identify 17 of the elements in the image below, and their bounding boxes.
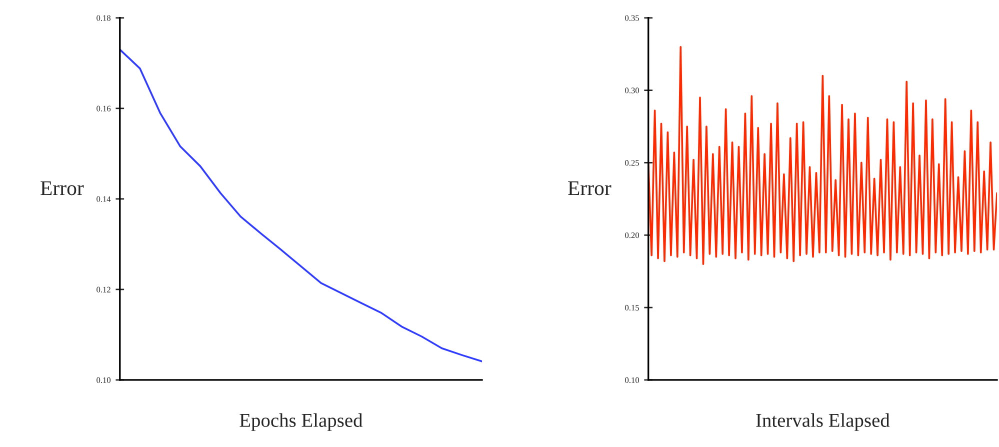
y-axis-title: Error <box>568 181 612 196</box>
line-series <box>120 48 482 362</box>
y-tick-label: 0.10 <box>96 377 111 383</box>
x-axis-title: Intervals Elapsed <box>756 413 890 431</box>
y-tick-label: 0.20 <box>625 232 640 238</box>
y-axis-title: Error <box>40 181 84 196</box>
y-tick-label: 0.14 <box>96 196 111 202</box>
y-tick-label: 0.15 <box>625 304 639 311</box>
y-tick-label: 0.35 <box>625 15 639 21</box>
y-tick-label: 0.16 <box>96 106 111 112</box>
y-tick-label: 0.30 <box>625 88 640 94</box>
y-tick-label: 0.18 <box>96 15 111 21</box>
y-tick-label: 0.12 <box>96 286 110 292</box>
x-axis-title: Epochs Elapsed <box>240 413 363 431</box>
y-tick-label: 0.10 <box>625 377 640 383</box>
line-series <box>648 46 998 265</box>
y-tick-label: 0.25 <box>625 160 639 166</box>
